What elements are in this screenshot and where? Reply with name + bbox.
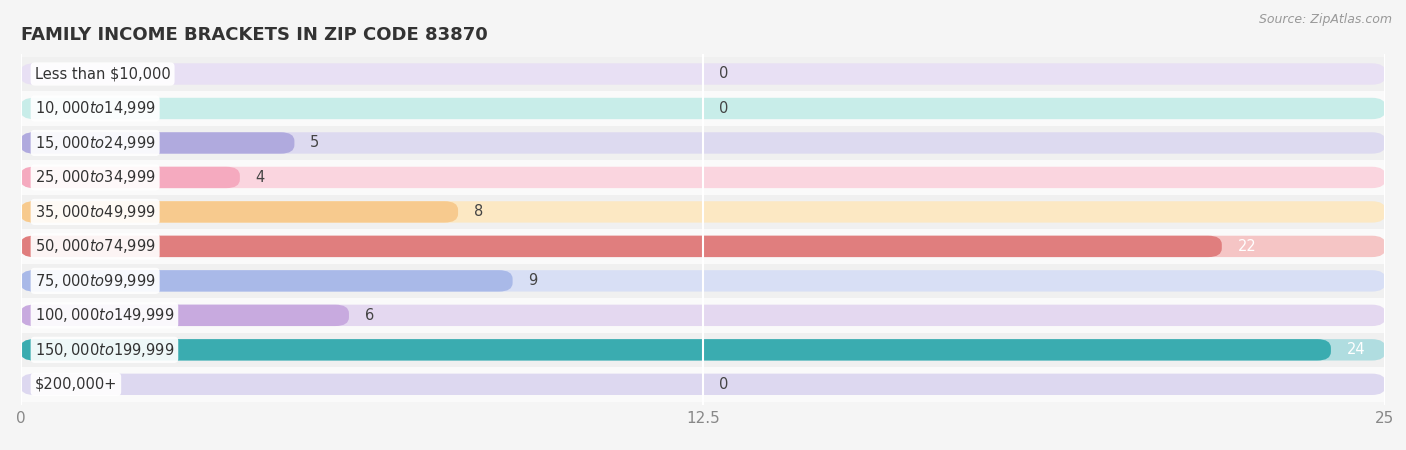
FancyBboxPatch shape xyxy=(21,167,240,188)
Text: $15,000 to $24,999: $15,000 to $24,999 xyxy=(35,134,156,152)
Bar xyxy=(21,126,1385,160)
FancyBboxPatch shape xyxy=(21,270,1385,292)
FancyBboxPatch shape xyxy=(21,270,513,292)
Text: 0: 0 xyxy=(720,67,728,81)
FancyBboxPatch shape xyxy=(21,132,1385,153)
Text: $25,000 to $34,999: $25,000 to $34,999 xyxy=(35,168,156,186)
Bar xyxy=(21,298,1385,333)
FancyBboxPatch shape xyxy=(21,305,1385,326)
Text: Less than $10,000: Less than $10,000 xyxy=(35,67,170,81)
FancyBboxPatch shape xyxy=(21,63,1385,85)
Text: 22: 22 xyxy=(1237,239,1257,254)
Text: $100,000 to $149,999: $100,000 to $149,999 xyxy=(35,306,174,324)
Text: 8: 8 xyxy=(474,204,484,220)
Text: 5: 5 xyxy=(311,135,319,150)
FancyBboxPatch shape xyxy=(21,167,1385,188)
Text: 4: 4 xyxy=(256,170,264,185)
Text: 0: 0 xyxy=(720,101,728,116)
FancyBboxPatch shape xyxy=(21,305,349,326)
Text: 6: 6 xyxy=(364,308,374,323)
Bar xyxy=(21,195,1385,229)
Text: $200,000+: $200,000+ xyxy=(35,377,117,392)
FancyBboxPatch shape xyxy=(21,339,1331,360)
FancyBboxPatch shape xyxy=(21,236,1222,257)
Text: $150,000 to $199,999: $150,000 to $199,999 xyxy=(35,341,174,359)
Bar xyxy=(21,333,1385,367)
FancyBboxPatch shape xyxy=(21,201,458,223)
Bar xyxy=(21,264,1385,298)
Text: Source: ZipAtlas.com: Source: ZipAtlas.com xyxy=(1258,14,1392,27)
FancyBboxPatch shape xyxy=(21,339,1385,360)
Text: FAMILY INCOME BRACKETS IN ZIP CODE 83870: FAMILY INCOME BRACKETS IN ZIP CODE 83870 xyxy=(21,26,488,44)
FancyBboxPatch shape xyxy=(21,98,1385,119)
Bar xyxy=(21,229,1385,264)
Text: $50,000 to $74,999: $50,000 to $74,999 xyxy=(35,238,156,256)
Text: $35,000 to $49,999: $35,000 to $49,999 xyxy=(35,203,156,221)
Bar xyxy=(21,57,1385,91)
FancyBboxPatch shape xyxy=(21,236,1385,257)
Text: $10,000 to $14,999: $10,000 to $14,999 xyxy=(35,99,156,117)
FancyBboxPatch shape xyxy=(21,374,1385,395)
Bar xyxy=(21,91,1385,126)
FancyBboxPatch shape xyxy=(21,132,294,153)
Bar xyxy=(21,160,1385,195)
FancyBboxPatch shape xyxy=(21,201,1385,223)
Text: 24: 24 xyxy=(1347,342,1365,357)
Bar xyxy=(21,367,1385,401)
Text: 0: 0 xyxy=(720,377,728,392)
Text: 9: 9 xyxy=(529,273,537,288)
Text: $75,000 to $99,999: $75,000 to $99,999 xyxy=(35,272,156,290)
